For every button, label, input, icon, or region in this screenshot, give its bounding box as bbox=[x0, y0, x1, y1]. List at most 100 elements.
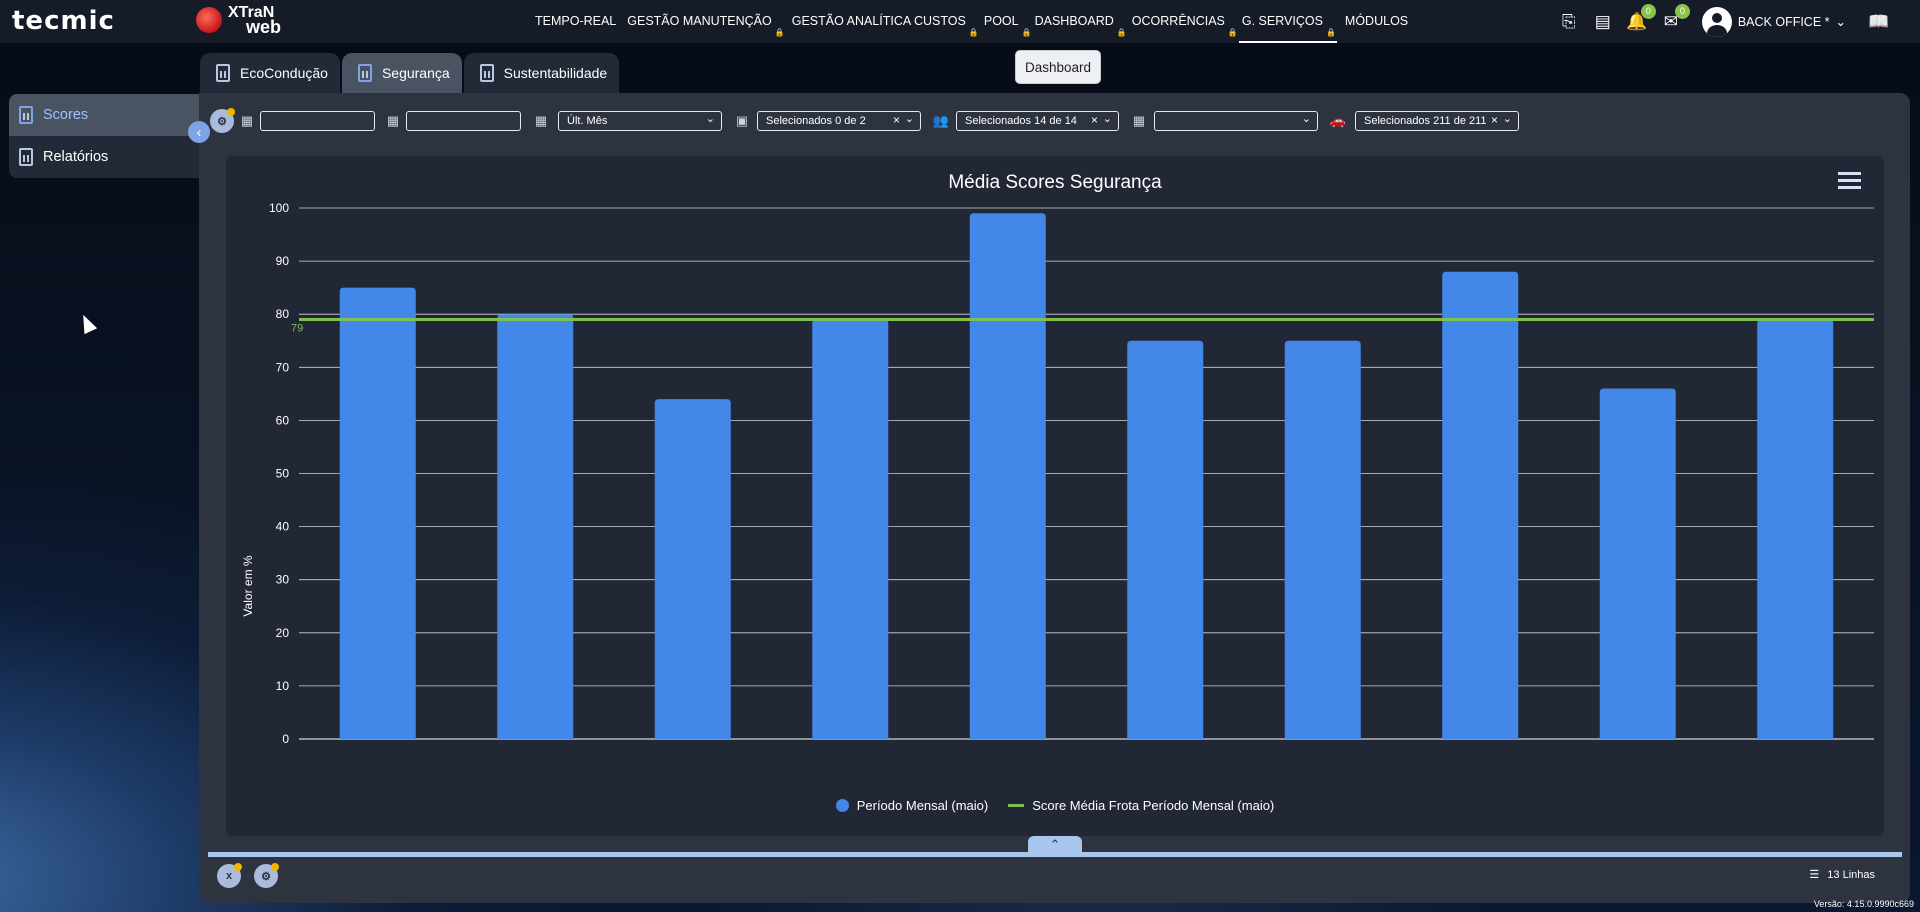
groups-select[interactable]: Selecionados 14 de 14 × ⌄ bbox=[956, 111, 1119, 131]
y-tick-label: 40 bbox=[276, 520, 290, 534]
tab-label: Segurança bbox=[381, 65, 450, 81]
export-settings-icon[interactable]: ⚙ bbox=[254, 863, 279, 888]
tab-seguranca[interactable]: Segurança bbox=[341, 53, 462, 93]
lock-icon: 🔒 bbox=[1021, 28, 1032, 37]
legend-series-label: Período Mensal (maio) bbox=[856, 798, 989, 813]
bar bbox=[1284, 340, 1361, 739]
nav-ocorrencias[interactable]: OCORRÊNCIAS 🔒 bbox=[1128, 0, 1239, 43]
y-tick-label: 20 bbox=[276, 626, 290, 640]
chevron-down-icon: ⌄ bbox=[705, 113, 715, 125]
reference-line-label: 79 bbox=[291, 323, 303, 335]
clear-icon[interactable]: × bbox=[1490, 113, 1498, 127]
legend-reference-label: Score Média Frota Período Mensal (maio) bbox=[1032, 798, 1275, 813]
chart-card: Média Scores Segurança 0 10 20 30 40 50 60 70 80… bbox=[226, 156, 1884, 836]
clear-icon[interactable]: × bbox=[892, 113, 900, 127]
list-lines-icon: ☰ bbox=[1809, 869, 1820, 881]
filter-bar: ⚙ ▦ ▦ ▦ Últ. Mês ⌄ ▣ Selecionados 0 de 2… bbox=[210, 106, 1529, 136]
document-icon[interactable]: ▤ bbox=[1594, 11, 1611, 31]
calendar-start-icon: ▦ bbox=[240, 113, 254, 128]
lock-icon: 🔒 bbox=[968, 28, 979, 37]
book-icon[interactable]: 📖 bbox=[1868, 11, 1890, 31]
calendar-icon: ▦ bbox=[534, 113, 548, 128]
nav-label: MÓDULOS bbox=[1344, 14, 1409, 28]
mail-icon[interactable]: ✉ 0 bbox=[1660, 3, 1690, 33]
user-menu[interactable]: BACK OFFICE * ⌄ bbox=[1701, 6, 1846, 37]
y-tick-label: 70 bbox=[276, 360, 290, 374]
legend-item-series[interactable]: Período Mensal (maio) bbox=[835, 798, 989, 813]
messages-badge: 0 bbox=[1674, 3, 1690, 19]
lines-count[interactable]: ☰ 13 Linhas bbox=[1809, 868, 1875, 882]
nav-label: GESTÃO MANUTENÇÃO bbox=[627, 14, 772, 28]
filter-settings-icon[interactable]: ⚙ bbox=[210, 108, 235, 133]
xtran-logo-text: XTraN bbox=[228, 4, 275, 21]
nav-label: OCORRÊNCIAS bbox=[1131, 14, 1225, 28]
bar bbox=[1127, 340, 1204, 739]
y-tick-label: 30 bbox=[276, 573, 290, 587]
bar bbox=[1442, 271, 1519, 739]
notifications-badge: 0 bbox=[1640, 3, 1656, 19]
nav-modulos[interactable]: MÓDULOS bbox=[1337, 0, 1418, 43]
chevron-down-icon: ⌄ bbox=[1502, 113, 1512, 125]
expand-up-button[interactable]: ⌃ bbox=[1028, 836, 1082, 854]
chart-document-icon bbox=[479, 64, 494, 82]
legend-line-icon bbox=[1008, 804, 1025, 807]
version-label: Versão: 4.15.0.9990c669 bbox=[1813, 899, 1914, 909]
chart-document-icon bbox=[216, 64, 230, 82]
user-label: BACK OFFICE * bbox=[1737, 14, 1830, 29]
chevron-down-icon: ⌄ bbox=[1835, 15, 1846, 29]
chart-document-icon bbox=[19, 148, 33, 166]
main-nav: TEMPO-REAL GESTÃO MANUTENÇÃO 🔒 GESTÃO ANA… bbox=[534, 0, 1418, 43]
nav-g-servicos[interactable]: G. SERVIÇOS 🔒 bbox=[1238, 0, 1337, 43]
export-excel-icon[interactable]: x bbox=[217, 863, 242, 888]
y-tick-label: 80 bbox=[276, 307, 290, 321]
sidebar-item-label: Relatórios bbox=[43, 149, 109, 165]
nav-gestao-manutencao[interactable]: GESTÃO MANUTENÇÃO 🔒 bbox=[626, 0, 785, 43]
period-select[interactable]: Últ. Mês ⌄ bbox=[558, 111, 722, 131]
lock-icon: 🔒 bbox=[1325, 28, 1336, 37]
nav-label: TEMPO-REAL bbox=[535, 14, 617, 28]
mouse-cursor-icon bbox=[76, 311, 98, 335]
steering-document-icon[interactable]: ⎘ bbox=[1562, 11, 1576, 31]
nav-gestao-analitica-custos[interactable]: GESTÃO ANALÍTICA CUSTOS 🔒 bbox=[786, 0, 980, 43]
groups-value: Selecionados 14 de 14 bbox=[965, 115, 1077, 127]
sidebar-item-scores[interactable]: Scores bbox=[9, 94, 199, 136]
clear-icon[interactable]: × bbox=[1090, 113, 1098, 127]
panel-divider bbox=[208, 852, 1902, 857]
bar bbox=[812, 319, 889, 739]
date-from-input[interactable] bbox=[260, 111, 375, 131]
chart-menu-icon[interactable] bbox=[1838, 168, 1864, 194]
y-axis-label: Valor em % bbox=[241, 555, 255, 616]
collapse-sidebar-button[interactable]: ‹ bbox=[188, 121, 210, 143]
module-tabs: EcoCondução Segurança Sustentabilidade bbox=[200, 53, 620, 93]
nav-label: G. SERVIÇOS bbox=[1241, 14, 1323, 28]
nav-tempo-real[interactable]: TEMPO-REAL bbox=[534, 0, 626, 43]
bell-icon[interactable]: 🔔 0 bbox=[1626, 3, 1656, 33]
nav-label: DASHBOARD bbox=[1034, 14, 1114, 28]
companies-select[interactable]: Selecionados 0 de 2 × ⌄ bbox=[757, 111, 921, 131]
chart-document-icon bbox=[357, 64, 372, 82]
top-right-icons: ⎘ ▤ 🔔 0 ✉ 0 BACK OFFICE * ⌄ 📖 bbox=[1558, 0, 1890, 43]
vehicles-select[interactable]: Selecionados 211 de 211 × ⌄ bbox=[1355, 111, 1519, 131]
legend-item-reference[interactable]: Score Média Frota Período Mensal (maio) bbox=[1008, 798, 1274, 813]
bar bbox=[1599, 388, 1676, 739]
nav-dashboard[interactable]: DASHBOARD 🔒 bbox=[1033, 0, 1128, 43]
date-to-input[interactable] bbox=[406, 111, 521, 131]
bar bbox=[339, 287, 416, 739]
y-tick-label: 10 bbox=[276, 679, 290, 693]
avatar-icon bbox=[1701, 6, 1732, 37]
tab-sustentabilidade[interactable]: Sustentabilidade bbox=[463, 53, 620, 93]
sidebar: Scores Relatórios bbox=[9, 94, 199, 178]
chevron-down-icon: ⌄ bbox=[1102, 113, 1112, 125]
xtran-logo-web-text: web bbox=[246, 17, 282, 37]
xtran-web-logo[interactable]: XTraN web bbox=[196, 4, 282, 37]
y-tick-label: 60 bbox=[276, 413, 290, 427]
chart-title: Média Scores Segurança bbox=[948, 172, 1162, 193]
sidebar-item-relatorios[interactable]: Relatórios bbox=[9, 136, 199, 178]
nav-pool[interactable]: POOL 🔒 bbox=[980, 0, 1033, 43]
category-select[interactable]: ⌄ bbox=[1154, 111, 1318, 131]
tab-label: Sustentabilidade bbox=[503, 65, 608, 81]
tecmic-logo[interactable]: tecmic bbox=[12, 6, 115, 36]
y-tick-label: 90 bbox=[276, 254, 290, 268]
tab-label: EcoCondução bbox=[240, 65, 328, 81]
tab-ecoconducao[interactable]: EcoCondução bbox=[200, 53, 340, 93]
